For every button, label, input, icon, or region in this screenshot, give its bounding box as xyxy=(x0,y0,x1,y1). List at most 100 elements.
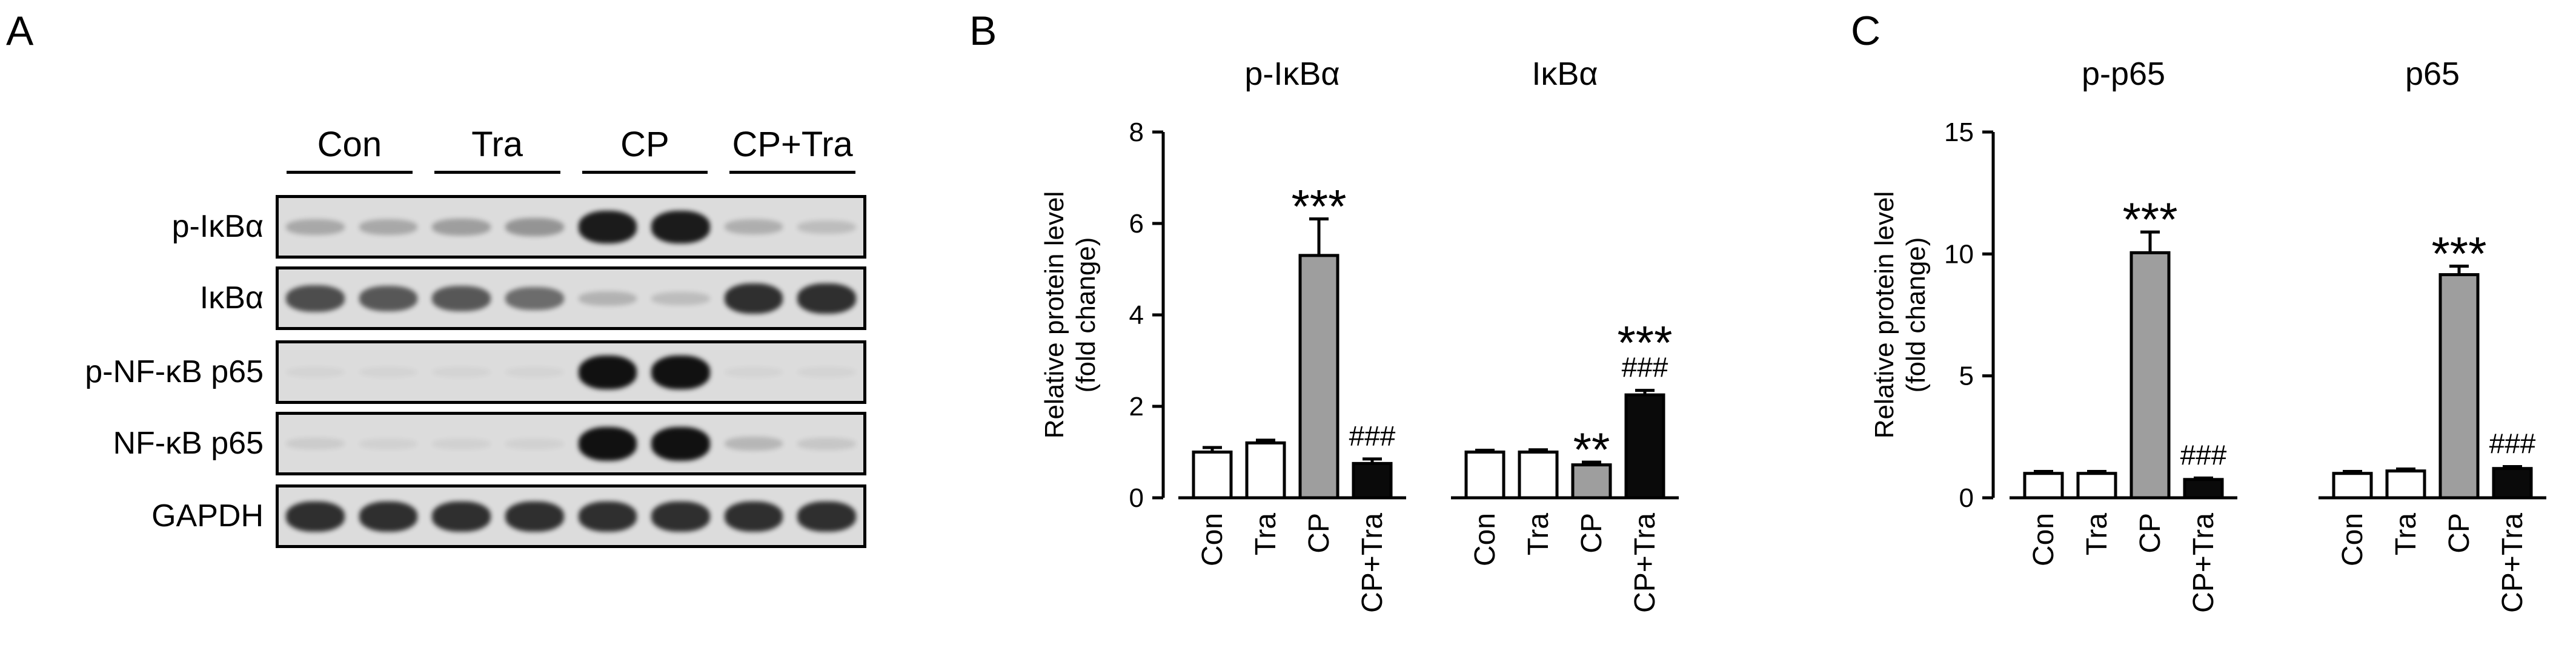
blot-band xyxy=(505,366,564,378)
category-label: CP xyxy=(1303,513,1335,554)
group-title: IκBα xyxy=(1532,56,1598,92)
blot-band xyxy=(797,283,856,314)
blot-band xyxy=(505,501,564,532)
significance-stars: *** xyxy=(2431,226,2486,280)
blot-group-line xyxy=(582,171,708,174)
bar xyxy=(1298,254,1339,500)
y-tick-label: 0 xyxy=(1959,483,1974,513)
y-tick-label: 10 xyxy=(1944,239,1974,269)
blot-group-line xyxy=(434,171,560,174)
blot-band xyxy=(651,210,710,243)
blot-band xyxy=(432,285,491,311)
bar xyxy=(1571,463,1612,500)
y-axis-label-line: Relative protein level xyxy=(1040,191,1069,438)
bar xyxy=(2332,472,2373,500)
blot-band xyxy=(724,219,783,234)
bar xyxy=(1624,393,1665,500)
bar xyxy=(2023,472,2064,500)
bar xyxy=(1518,451,1559,500)
y-tick-label: 2 xyxy=(1129,392,1144,421)
y-tick-label: 4 xyxy=(1129,300,1144,330)
bar xyxy=(2438,273,2480,500)
blot-strip xyxy=(276,412,866,475)
significance-stars: ** xyxy=(1573,423,1610,476)
blot-band xyxy=(578,355,637,389)
blot-band xyxy=(432,438,491,449)
group-title: p-p65 xyxy=(2082,56,2165,92)
blot-band xyxy=(797,220,856,234)
blot-band xyxy=(286,437,345,450)
y-tick-label: 6 xyxy=(1129,209,1144,239)
panel-label-b: B xyxy=(969,8,997,54)
blot-strip xyxy=(276,484,866,548)
blot-row-label: GAPDH xyxy=(151,498,264,534)
y-tick-label: 15 xyxy=(1944,117,1974,147)
bar xyxy=(2130,251,2171,500)
significance-hashes: ### xyxy=(2180,439,2227,471)
group-title: p65 xyxy=(2405,56,2460,92)
y-axis-label-line: Relative protein level xyxy=(1870,191,1899,438)
blot-band xyxy=(505,217,564,236)
blot-group-label: CP+Tra xyxy=(732,125,853,164)
blot-band xyxy=(724,436,783,451)
blot-group-label: Con xyxy=(317,125,382,164)
significance-stars: *** xyxy=(2122,193,2177,246)
blot-band xyxy=(286,366,345,378)
category-label: Tra xyxy=(2390,513,2422,556)
blot-row-label: IκBα xyxy=(199,280,264,316)
blot-band xyxy=(359,285,418,311)
blot-band xyxy=(651,426,710,461)
category-label: CP+Tra xyxy=(2497,513,2529,613)
blot-band xyxy=(578,501,637,532)
blot-band xyxy=(359,219,418,235)
blot-group-label: CP xyxy=(620,125,669,164)
bar xyxy=(1192,451,1233,500)
bar xyxy=(2385,469,2426,500)
category-label: CP xyxy=(1576,513,1608,554)
blot-strip xyxy=(276,266,866,330)
category-label: CP+Tra xyxy=(2188,513,2220,613)
blot-band xyxy=(505,286,564,310)
category-label: CP+Tra xyxy=(1356,513,1389,613)
category-label: Con xyxy=(1469,513,1501,566)
blot-strip xyxy=(276,340,866,404)
bar-chart-b: 0 2 4 6 8 Relative protein level(fold change)… xyxy=(1040,56,1679,613)
blot-band xyxy=(286,501,345,532)
y-axis-label-line: (fold change) xyxy=(1071,237,1101,393)
y-tick-label: 8 xyxy=(1129,117,1144,147)
blot-band xyxy=(578,210,637,243)
blot-band xyxy=(359,438,418,449)
significance-stars: *** xyxy=(1291,179,1346,233)
blot-band xyxy=(359,501,418,532)
significance-hashes: ### xyxy=(2489,428,2536,459)
bar xyxy=(1352,461,1393,500)
blot-band xyxy=(651,291,710,305)
blot-band xyxy=(724,283,783,314)
blot-band xyxy=(724,367,783,377)
blot-row-label: NF-κB p65 xyxy=(113,426,264,461)
blot-strip xyxy=(276,195,866,259)
category-label: Con xyxy=(2028,513,2060,566)
category-label: Con xyxy=(2337,513,2369,566)
panel-label-c: C xyxy=(1851,8,1881,54)
significance-hashes: ### xyxy=(1622,352,1668,383)
blot-band xyxy=(797,501,856,532)
blot-band xyxy=(651,355,710,389)
blot-group-label: Tra xyxy=(471,125,523,164)
y-tick-label: 5 xyxy=(1959,362,1974,391)
blot-band xyxy=(651,501,710,532)
bar xyxy=(2076,472,2117,500)
blot-row-label: p-NF-κB p65 xyxy=(85,354,264,389)
bar xyxy=(1464,451,1505,500)
category-label: Tra xyxy=(1522,513,1555,556)
category-label: CP xyxy=(2443,513,2475,554)
y-tick-label: 0 xyxy=(1129,483,1144,513)
y-axis-label-line: (fold change) xyxy=(1901,237,1931,393)
blot-band xyxy=(797,437,856,450)
category-label: CP xyxy=(2134,513,2166,554)
blot-band xyxy=(432,501,491,532)
bar xyxy=(1245,441,1286,500)
y-axis-label: Relative protein level(fold change) xyxy=(1870,191,1931,438)
blot-band xyxy=(286,219,345,235)
y-axis-label: Relative protein level(fold change) xyxy=(1040,191,1101,438)
